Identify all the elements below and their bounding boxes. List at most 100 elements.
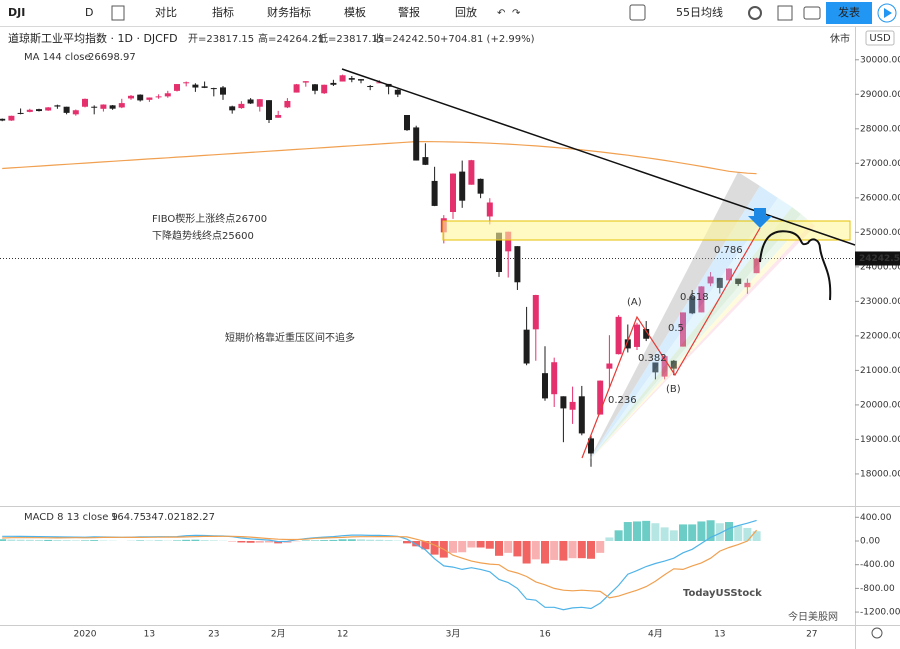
candle-body <box>523 329 530 364</box>
macd-y-tick-label: 400.00 <box>860 513 892 523</box>
macd-bar <box>329 539 338 541</box>
candle-body <box>643 328 650 339</box>
candle-body <box>542 373 548 399</box>
macd-bar <box>734 525 743 541</box>
macd-bar <box>173 540 181 541</box>
macd-y-tick-label: 0.00 <box>860 536 880 546</box>
fib-sector <box>588 186 778 462</box>
annotation: 下降趋势线终点25600 <box>152 229 254 242</box>
x-tick-label: 27 <box>806 630 817 640</box>
resistance-zone <box>442 220 851 241</box>
x-tick-label: 16 <box>539 630 551 640</box>
candle-body <box>220 87 226 95</box>
candle-body <box>330 82 337 85</box>
undo-icon[interactable]: ↶ <box>497 8 505 19</box>
macd-bar <box>596 540 605 553</box>
candle-body <box>91 106 98 108</box>
signal-line <box>2 529 758 599</box>
last-price-tag <box>855 251 900 266</box>
macd-bar <box>301 540 310 541</box>
fullscreen-icon[interactable] <box>777 5 793 21</box>
fib-sector <box>588 207 801 462</box>
candle-body <box>652 362 659 373</box>
y-tick-label: 28000.00 <box>860 124 900 134</box>
macd-bar <box>623 522 632 541</box>
play-icon <box>884 8 892 18</box>
candle-body <box>8 115 15 121</box>
arrow-down <box>748 208 772 228</box>
toolbar-item[interactable]: 回放 <box>455 5 477 19</box>
fib-label: 0.382 <box>638 353 667 364</box>
toolbar-item[interactable]: 模板 <box>344 5 366 19</box>
macd-bar <box>513 540 522 557</box>
publish-label[interactable]: 发表 <box>838 5 860 19</box>
candle-body <box>284 100 291 108</box>
ma-line <box>2 141 757 175</box>
publish-button[interactable] <box>826 2 872 24</box>
wave-label: (A) <box>627 297 642 308</box>
y-tick-label: 18000.00 <box>860 469 900 479</box>
candle-body <box>54 105 61 107</box>
macd-bar <box>614 530 623 541</box>
candle-body <box>486 202 493 217</box>
macd-y-tick-label: -400.00 <box>860 560 895 570</box>
candle-body <box>551 362 558 395</box>
candle-body <box>247 99 254 104</box>
redo-icon[interactable]: ↷ <box>512 8 521 19</box>
candle-body <box>569 401 576 410</box>
candle-body <box>744 282 751 288</box>
candle-body <box>275 115 282 118</box>
y-tick-label: 25000.00 <box>860 228 900 238</box>
template[interactable]: 55日均线 <box>676 5 723 19</box>
candle-body <box>321 84 328 94</box>
settings-icon[interactable] <box>748 6 762 20</box>
chart-type-icon[interactable] <box>111 5 125 21</box>
candle-body <box>174 84 180 91</box>
toolbar-item[interactable]: 指标 <box>212 5 234 19</box>
macd-bar <box>90 540 99 541</box>
snapshot-icon[interactable] <box>803 6 821 20</box>
macd-y-tick-label: -1200.00 <box>860 608 900 618</box>
candle-body <box>698 286 705 313</box>
macd-bar <box>366 539 375 541</box>
candle-body <box>358 79 364 81</box>
macd-bar <box>430 540 439 555</box>
candle-body <box>394 89 401 95</box>
candle-body <box>17 112 24 114</box>
wave-line <box>581 227 761 459</box>
layout-icon[interactable] <box>629 4 646 21</box>
market-status: 休市 <box>830 32 850 45</box>
candle-body <box>707 276 714 284</box>
macd-bar <box>311 540 319 541</box>
toolbar-item[interactable]: 财务指标 <box>267 5 311 19</box>
candle-body <box>450 173 456 212</box>
macd-bar <box>449 540 457 553</box>
candle-body <box>256 99 263 107</box>
toolbar-item[interactable]: 对比 <box>155 5 177 19</box>
toolbar-item[interactable]: 警报 <box>398 5 420 19</box>
macd-bar <box>467 540 476 548</box>
candle-body <box>293 84 300 93</box>
toolbar <box>0 0 900 26</box>
candle-body <box>63 106 70 113</box>
candle-body <box>514 246 521 283</box>
macd-bar <box>605 537 614 541</box>
candle-body <box>229 106 236 111</box>
candle-body <box>238 103 245 109</box>
candle-body <box>82 98 88 107</box>
macd-bar <box>688 524 697 541</box>
interval[interactable]: D <box>85 6 93 19</box>
wave-label: (B) <box>666 384 681 395</box>
macd-bar <box>265 540 273 543</box>
macd-bar <box>458 540 467 553</box>
candle-body <box>0 118 6 121</box>
macd-bar <box>338 539 347 541</box>
macd-bar <box>255 540 264 543</box>
currency: USD <box>869 33 891 44</box>
macd-bar <box>550 540 559 560</box>
macd-y-tick-label: -800.00 <box>860 584 895 594</box>
axis-settings-icon[interactable] <box>871 627 883 639</box>
ohlc-label: +704.81 (+2.99%) <box>440 34 535 45</box>
annotation: 短期价格靠近重压区间不追多 <box>225 331 355 344</box>
candle-body <box>689 296 696 314</box>
